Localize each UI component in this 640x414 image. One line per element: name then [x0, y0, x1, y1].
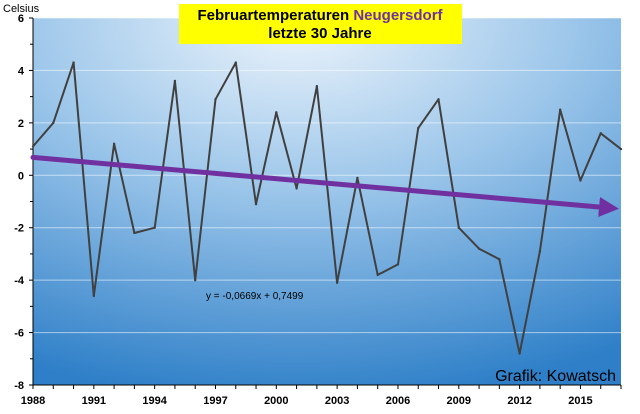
- data-point-2005: [376, 273, 379, 277]
- data-point-1988: [31, 145, 35, 148]
- data-points: [31, 61, 623, 355]
- data-point-1991: [92, 294, 96, 298]
- data-point-1997: [214, 98, 217, 101]
- data-point-2009: [457, 226, 460, 229]
- data-point-1994: [153, 226, 156, 229]
- y-tick-label: -4: [14, 275, 25, 287]
- y-tick-label: 6: [18, 13, 24, 25]
- data-point-2000: [275, 111, 278, 114]
- chart-title: Februartemperaturen Neugersdorf: [197, 7, 443, 24]
- data-point-2015: [579, 179, 582, 182]
- data-point-2006: [396, 263, 400, 266]
- x-tick-label: 2012: [507, 395, 531, 407]
- data-point-1996: [194, 278, 197, 282]
- x-tick-labels: 1988 1991 1994 1997 2000 2003 2006 2009 2012 2015: [21, 395, 593, 407]
- chart-subtitle: letzte 30 Jahre: [268, 25, 371, 42]
- data-point-1999: [254, 202, 258, 206]
- x-tick-label: 2003: [325, 395, 349, 407]
- data-point-1995: [173, 79, 177, 83]
- data-point-2004: [356, 176, 359, 180]
- y-tick-label: 0: [18, 170, 24, 182]
- y-tick-label: 2: [18, 118, 24, 130]
- x-tick-label: 2009: [447, 395, 471, 407]
- x-tick-label: 1994: [142, 395, 167, 407]
- x-tick-label: 2015: [568, 395, 592, 407]
- y-tick-label: 4: [18, 65, 25, 77]
- data-point-1989: [52, 121, 55, 125]
- data-point-2013: [538, 250, 542, 253]
- x-tick-label: 2006: [386, 395, 410, 407]
- trend-equation: y = -0,0669x + 0,7499: [206, 291, 304, 302]
- x-tick-label: 2000: [264, 395, 288, 407]
- data-point-2014: [558, 108, 562, 111]
- x-tick-label: 1988: [21, 395, 45, 407]
- data-point-2016: [599, 132, 602, 135]
- y-tick-label: -8: [14, 380, 24, 392]
- data-point-2008: [437, 98, 440, 101]
- axes: [29, 17, 622, 389]
- data-point-2003: [335, 281, 339, 284]
- data-point-1992: [112, 142, 116, 146]
- data-point-1993: [133, 231, 136, 235]
- data-point-2011: [498, 257, 501, 261]
- x-tick-label: 1997: [203, 395, 227, 407]
- data-point-2001: [295, 187, 298, 190]
- chart-credit: Grafik: Kowatsch: [495, 368, 616, 385]
- data-point-1990: [72, 61, 75, 64]
- x-tick-label: 1991: [82, 395, 106, 407]
- data-point-2007: [417, 126, 420, 130]
- data-point-2017: [619, 147, 623, 151]
- data-point-1998: [234, 61, 237, 64]
- data-point-2012: [518, 352, 521, 355]
- data-point-2010: [477, 247, 481, 250]
- y-tick-label: -6: [14, 328, 24, 340]
- chart-title-location: Neugersdorf: [353, 7, 443, 24]
- title-box: [179, 4, 462, 44]
- y-tick-labels: 6 4 2 0 -2 -4 -6 -8: [14, 13, 25, 392]
- y-axis-label: Celsius: [3, 3, 40, 15]
- y-tick-label: -2: [14, 223, 24, 235]
- chart-title-main: Februartemperaturen: [197, 7, 349, 24]
- data-point-2002: [315, 84, 319, 88]
- trend-arrow: [30, 154, 619, 217]
